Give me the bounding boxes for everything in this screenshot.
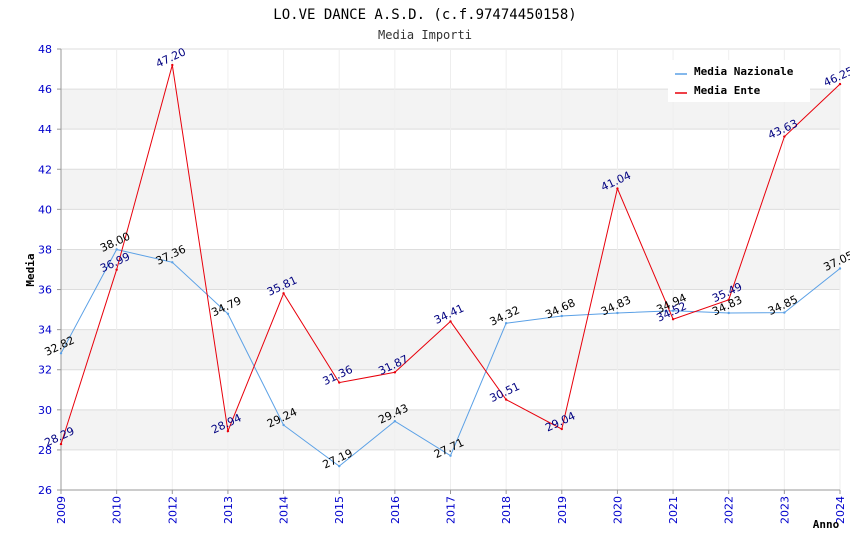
- y-tick-label: 48: [38, 43, 52, 56]
- data-point: [171, 261, 174, 264]
- y-tick-label: 44: [38, 123, 52, 136]
- data-point: [783, 135, 786, 138]
- data-point: [504, 398, 508, 401]
- data-point: [282, 423, 285, 427]
- data-point: [59, 352, 63, 355]
- data-point: [338, 381, 341, 384]
- grid-lines: [60, 48, 841, 491]
- data-point: [115, 248, 118, 251]
- tick-labels: 26 28 30 32 34 36 38 40 42 44 46 48 2009 2010 2012 2013…: [38, 43, 847, 524]
- x-tick-label: 2009: [55, 496, 68, 524]
- y-tick-label: 28: [38, 444, 52, 457]
- data-label: 46.25: [821, 64, 850, 89]
- y-tick-label: 30: [38, 404, 52, 417]
- x-tick-label: 2014: [278, 496, 291, 524]
- data-point: [338, 464, 341, 468]
- x-tick-label: 2016: [389, 496, 402, 524]
- data-point: [783, 311, 786, 314]
- x-axis-label: Anno: [813, 518, 840, 531]
- x-tick-label: 2013: [222, 496, 235, 524]
- data-point: [226, 312, 230, 316]
- data-label: 34.68: [543, 296, 577, 321]
- series-lines: [59, 63, 842, 468]
- x-tick-label: 2010: [111, 496, 124, 524]
- legend-box: [668, 60, 810, 102]
- x-tick-label: 2020: [611, 496, 624, 524]
- y-tick-label: 32: [38, 364, 52, 377]
- x-tick-label: 2022: [723, 496, 736, 524]
- data-label: 34.85: [766, 293, 800, 318]
- x-tick-label: 2017: [445, 496, 458, 524]
- y-tick-label: 34: [38, 324, 52, 337]
- x-tick-label: 2018: [500, 496, 513, 524]
- data-point: [226, 429, 230, 433]
- chart-subtitle: Media Importi: [378, 28, 472, 42]
- y-tick-label: 42: [38, 163, 52, 176]
- axes: [57, 48, 841, 494]
- y-axis-label: Media: [24, 253, 37, 286]
- y-tick-label: 40: [38, 203, 52, 216]
- data-label: 34.79: [209, 294, 243, 319]
- data-label: 34.83: [599, 293, 633, 318]
- x-tick-label: 2024: [834, 496, 847, 524]
- data-point: [171, 63, 174, 67]
- x-tick-label: 2021: [667, 496, 680, 524]
- data-point: [449, 320, 452, 323]
- data-label: 34.32: [488, 304, 522, 329]
- y-tick-label: 36: [38, 284, 52, 297]
- data-label: 30.51: [488, 380, 522, 405]
- data-point: [560, 427, 563, 431]
- x-tick-label: 2015: [333, 496, 346, 524]
- x-tick-label: 2019: [556, 496, 569, 524]
- data-point: [727, 311, 730, 315]
- data-point: [616, 187, 619, 190]
- data-point: [727, 298, 730, 301]
- data-point: [616, 311, 619, 315]
- data-point: [504, 322, 508, 325]
- y-tick-label: 26: [38, 484, 52, 497]
- data-point: [449, 454, 452, 457]
- data-point: [282, 292, 285, 295]
- chart-title: LO.VE DANCE A.S.D. (c.f.97474450158): [273, 7, 576, 23]
- data-point: [838, 82, 842, 86]
- data-point: [560, 314, 563, 318]
- y-tick-label: 46: [38, 83, 52, 96]
- legend-label-media-nazionale: Media Nazionale: [694, 65, 794, 78]
- data-point: [838, 267, 842, 270]
- data-point: [393, 371, 397, 374]
- data-point: [671, 309, 675, 312]
- data-point: [393, 420, 397, 423]
- x-tick-label: 2023: [778, 496, 791, 524]
- data-point: [671, 318, 675, 321]
- legend: Media Nazionale Media Ente: [668, 60, 810, 102]
- data-point: [115, 268, 118, 271]
- data-point: [59, 442, 63, 446]
- x-tick-label: 2012: [166, 496, 179, 524]
- legend-label-media-ente: Media Ente: [694, 84, 761, 97]
- y-tick-label: 38: [38, 243, 52, 256]
